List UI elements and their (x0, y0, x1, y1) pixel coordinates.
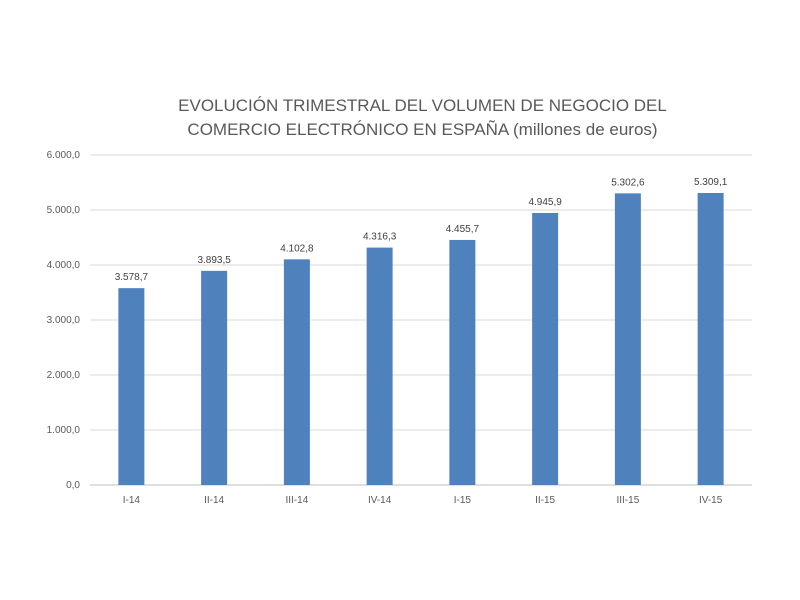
data-label: 3.578,7 (115, 272, 149, 283)
y-tick-label: 0,0 (66, 480, 80, 491)
x-tick-label: III-14 (285, 495, 308, 506)
x-tick-label: II-15 (535, 495, 555, 506)
y-tick-label: 6.000,0 (47, 150, 81, 161)
data-labels: 3.578,7 3.893,5 4.102,8 4.316,3 4.455,7 4.945… (115, 177, 728, 283)
data-label: 4.316,3 (363, 232, 397, 243)
data-label: 4.102,8 (280, 243, 314, 254)
data-label: 5.302,6 (611, 177, 645, 188)
x-tick-label: III-15 (616, 495, 639, 506)
x-axis-tick-labels: I-14 II-14 III-14 IV-14 I-15 II-15 III-15 IV-15 (123, 495, 723, 506)
x-tick-label: I-15 (454, 495, 472, 506)
y-tick-label: 3.000,0 (47, 315, 81, 326)
data-label: 5.309,1 (694, 177, 728, 188)
bar (614, 193, 641, 485)
data-label: 4.455,7 (446, 224, 480, 235)
x-tick-label: IV-15 (699, 495, 723, 506)
y-tick-label: 4.000,0 (47, 260, 81, 271)
y-tick-label: 1.000,0 (47, 425, 81, 436)
y-tick-label: 5.000,0 (47, 205, 81, 216)
x-tick-label: I-14 (123, 495, 141, 506)
bar (449, 239, 476, 485)
y-axis-tick-labels: 0,0 1.000,0 2.000,0 3.000,0 4.000,0 5.000,0 6.… (47, 150, 81, 491)
bar (283, 259, 310, 485)
bar (366, 247, 393, 485)
bar (201, 270, 228, 485)
bar (697, 192, 724, 485)
y-tick-label: 2.000,0 (47, 370, 81, 381)
x-tick-label: II-14 (204, 495, 224, 506)
chart-title-line-2: COMERCIO ELECTRÓNICO EN ESPAÑA (millones… (187, 120, 658, 139)
x-tick-label: IV-14 (368, 495, 392, 506)
data-label: 4.945,9 (528, 197, 562, 208)
chart-title-line-1: EVOLUCIÓN TRIMESTRAL DEL VOLUMEN DE NEGO… (178, 96, 667, 115)
bar (118, 288, 145, 485)
bar (532, 212, 559, 485)
data-label: 3.893,5 (197, 255, 231, 266)
gridlines (90, 154, 752, 486)
bars (118, 192, 724, 485)
